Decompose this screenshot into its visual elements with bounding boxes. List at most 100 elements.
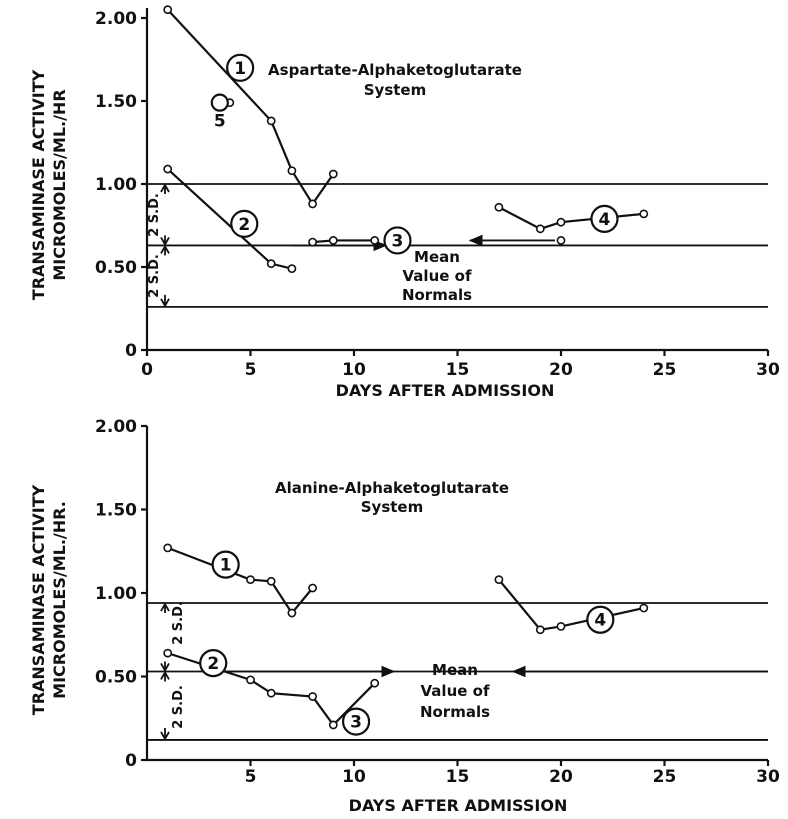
sd-label-lower: 2 S.D.	[171, 685, 186, 729]
series-1-point	[266, 116, 276, 126]
sd-arrow-head	[160, 670, 170, 680]
series-3-point	[328, 236, 338, 245]
x-tick-label: 15	[446, 360, 470, 380]
mean-arrow-head	[468, 234, 483, 247]
series-2-point	[287, 264, 297, 274]
sd-arrow-head	[160, 663, 170, 673]
series-2-badge-circle	[199, 649, 228, 678]
series-4-point	[494, 202, 504, 212]
series-4-point	[535, 625, 545, 635]
sd-label-upper-text: 2 S.D.	[147, 193, 162, 237]
series-1-point	[328, 169, 338, 179]
mean-label-line-1: Mean	[414, 248, 460, 266]
chart-title-line-2: System	[364, 81, 426, 99]
series-2-badge-label: 2	[238, 215, 250, 235]
series-3-badge-label: 3	[392, 231, 404, 251]
series-2-point	[370, 678, 380, 688]
x-tick-label: 25	[653, 360, 677, 380]
y-axis-title-line-2: MICROMOLES/ML./HR.	[50, 501, 69, 699]
y-tick-label: 1.00	[95, 584, 137, 604]
series-4-point	[494, 575, 504, 585]
sd-label-upper-text: 2 S.D.	[171, 601, 186, 645]
series-4-line	[498, 578, 645, 631]
mean-label: Mean Value of Normals	[402, 248, 472, 304]
series-2-line	[167, 652, 376, 727]
y-axis-title-line-1: TRANSAMINASE ACTIVITY	[29, 69, 48, 300]
series-4-point	[556, 217, 566, 227]
chart-aspartate: TRANSAMINASE ACTIVITY MICROMOLES/ML./HR …	[29, 5, 780, 400]
series-3-badge-label: 3	[350, 713, 362, 733]
series-1-point	[163, 543, 173, 553]
series-2-point	[308, 692, 317, 701]
mean-label-line-2: Value of	[421, 682, 490, 700]
y-axis-title-line-1: TRANSAMINASE ACTIVITY	[29, 484, 48, 715]
y-tick-label: 2.00	[95, 417, 137, 437]
sd-arrow-head	[160, 236, 170, 247]
x-tick-label: 5	[245, 360, 257, 380]
series-3-point	[370, 236, 380, 245]
series-1-point	[287, 608, 297, 618]
y-tick-label: 1.50	[95, 501, 137, 521]
series-1-point	[308, 583, 317, 593]
series-5-badge-label: 5	[214, 112, 226, 132]
sd-arrow-head	[160, 731, 170, 741]
series-4-badge-circle	[586, 605, 615, 634]
y-axis-title: TRANSAMINASE ACTIVITY MICROMOLES/ML./HR	[29, 69, 69, 300]
series-3-badge-circle	[383, 226, 412, 255]
mean-label-line-1: Mean	[432, 661, 478, 679]
series-2-point	[163, 648, 173, 658]
series-1-point	[163, 5, 173, 15]
y-tick-label: 0.50	[95, 668, 137, 688]
series-4-point	[639, 209, 649, 219]
series-2-point	[328, 720, 338, 730]
x-tick-label: 25	[653, 767, 677, 787]
series-2-point	[266, 259, 276, 269]
chart-title-line-1: Alanine-Alphaketoglutarate	[275, 479, 509, 497]
mean-label-line-3: Normals	[402, 286, 472, 304]
mean-arrow-head	[381, 665, 396, 678]
series-1-badge-circle	[226, 53, 255, 82]
mean-label: Mean Value of Normals	[420, 661, 490, 721]
x-axis-title: DAYS AFTER ADMISSION	[336, 381, 555, 400]
series-4-point	[535, 224, 545, 234]
sd-arrow-head	[160, 298, 170, 308]
mean-arrow-head	[511, 665, 526, 678]
chart-title: Alanine-Alphaketoglutarate System	[275, 479, 509, 516]
series-1-badge-label: 1	[220, 556, 232, 576]
sd-label-upper: 2 S.D.	[147, 193, 162, 237]
plot-area: 00.501.001.502.000 5 10 15 20 25 30	[95, 8, 780, 380]
series-1-point	[287, 166, 297, 176]
series-4-badge-label: 4	[594, 611, 606, 631]
sd-arrow-head	[160, 183, 170, 193]
y-tick-label: 2.00	[95, 9, 137, 29]
mean-label-line-3: Normals	[420, 703, 490, 721]
series-4-badge-label: 4	[599, 210, 611, 230]
sd-label-lower-text: 2 S.D.	[171, 685, 186, 729]
series-4-point	[639, 603, 649, 613]
x-tick-label: 30	[756, 360, 780, 380]
sd-label-upper: 2 S.D.	[171, 601, 186, 645]
series-1-badge-label: 1	[234, 59, 246, 79]
y-tick-label: 0	[125, 751, 137, 771]
x-tick-label: 20	[549, 767, 573, 787]
x-tick-label: 10	[342, 767, 366, 787]
mean-label-line-2: Value of	[403, 267, 472, 285]
y-tick-label: 0	[125, 341, 137, 361]
x-tick-label: 30	[756, 767, 780, 787]
series-2-point	[246, 675, 255, 685]
extra-point	[556, 236, 566, 245]
series-4-line	[498, 206, 644, 231]
chart-alanine: TRANSAMINASE ACTIVITY MICROMOLES/ML./HR.…	[29, 417, 780, 815]
sd-arrow-head	[160, 602, 170, 612]
plot-marks: 1 2 3 4 5	[163, 5, 649, 274]
sd-label-lower: 2 S.D.	[147, 254, 162, 298]
chart-title: Aspartate-Alphaketoglutarate System	[268, 61, 522, 99]
x-tick-label: 20	[549, 360, 573, 380]
x-axis-title: DAYS AFTER ADMISSION	[349, 796, 568, 815]
series-2-badge-label: 2	[207, 654, 219, 674]
x-tick-label: 0	[141, 360, 153, 380]
series-3-badge-circle	[341, 707, 371, 736]
plot-area: 0 0.50 1.00 1.50 2.00 5 10 15 20 25 30	[95, 417, 780, 787]
x-tick-label: 10	[342, 360, 366, 380]
